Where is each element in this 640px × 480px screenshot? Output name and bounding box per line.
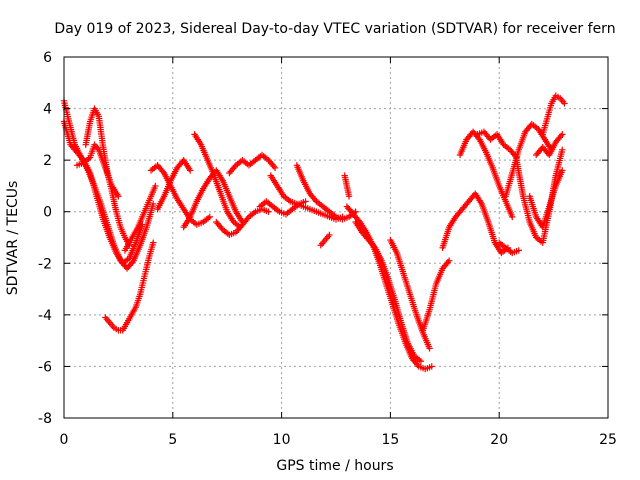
y-tick-label: -6 xyxy=(38,359,52,375)
series-arc-s xyxy=(352,218,425,365)
series-arc-n xyxy=(256,198,309,218)
x-tick-label: 0 xyxy=(60,432,69,448)
series-arc-k xyxy=(213,205,272,239)
series-arc-h xyxy=(154,156,194,213)
series-arc-d xyxy=(82,105,133,249)
series-arc-t xyxy=(387,236,433,352)
series-arc-ad xyxy=(532,131,566,159)
x-tick-label: 20 xyxy=(490,432,508,448)
series-arc-ab xyxy=(526,167,566,231)
y-tick-label: -2 xyxy=(38,256,52,272)
y-tick-label: -4 xyxy=(38,308,52,324)
series-arc-y xyxy=(496,239,522,257)
data-point xyxy=(428,363,435,370)
y-tick-labels: -8 -6 -4 -2 0 2 4 6 xyxy=(38,50,52,427)
data-point xyxy=(150,239,157,246)
y-tick-label: 0 xyxy=(43,205,52,221)
data-point xyxy=(271,164,279,172)
data-point xyxy=(152,182,159,190)
series-arc-b xyxy=(60,97,157,272)
data-point xyxy=(302,198,309,205)
x-tick-label: 5 xyxy=(168,432,177,448)
data-point xyxy=(345,193,353,200)
series-arc-p xyxy=(317,231,333,249)
series-arc-f xyxy=(121,182,159,254)
y-tick-label: 4 xyxy=(43,102,52,118)
data-point xyxy=(150,200,157,208)
series-arc-x xyxy=(474,128,520,161)
x-tick-label: 10 xyxy=(273,432,291,448)
chart-title: Day 019 of 2023, Sidereal Day-to-day VTE… xyxy=(54,21,615,37)
series-arc-l xyxy=(226,151,279,177)
y-tick-label: -8 xyxy=(38,411,52,427)
series-arc-aa xyxy=(513,146,566,246)
data-point xyxy=(426,345,433,352)
y-tick-label: 6 xyxy=(43,50,52,66)
series-arc-ac xyxy=(539,92,568,138)
x-tick-label: 15 xyxy=(381,432,399,448)
data-point xyxy=(206,213,213,221)
grid-lines xyxy=(64,57,608,418)
y-tick-label: 2 xyxy=(43,153,52,169)
data-point xyxy=(515,247,522,254)
x-axis-label: GPS time / hours xyxy=(276,458,393,474)
data-point xyxy=(561,100,568,107)
data-points xyxy=(60,92,568,373)
data-point xyxy=(559,167,566,174)
series-arc-q xyxy=(341,172,353,200)
axis-ticks xyxy=(63,56,609,419)
x-tick-labels: 0 5 10 15 20 25 xyxy=(60,432,617,448)
series-arc-u xyxy=(419,257,453,334)
series-arc-e xyxy=(102,239,157,334)
data-point xyxy=(265,208,272,215)
data-point xyxy=(509,213,516,221)
data-point xyxy=(559,146,566,154)
series-arc-g xyxy=(147,162,213,228)
data-point xyxy=(417,358,425,365)
plot-frame xyxy=(63,56,609,419)
data-point xyxy=(187,167,194,174)
data-point xyxy=(115,193,122,200)
x-tick-label: 25 xyxy=(599,432,617,448)
data-point xyxy=(326,231,333,239)
data-point xyxy=(559,131,566,138)
y-axis-label: SDTVAR / TECUs xyxy=(5,181,21,296)
data-point xyxy=(445,257,453,264)
